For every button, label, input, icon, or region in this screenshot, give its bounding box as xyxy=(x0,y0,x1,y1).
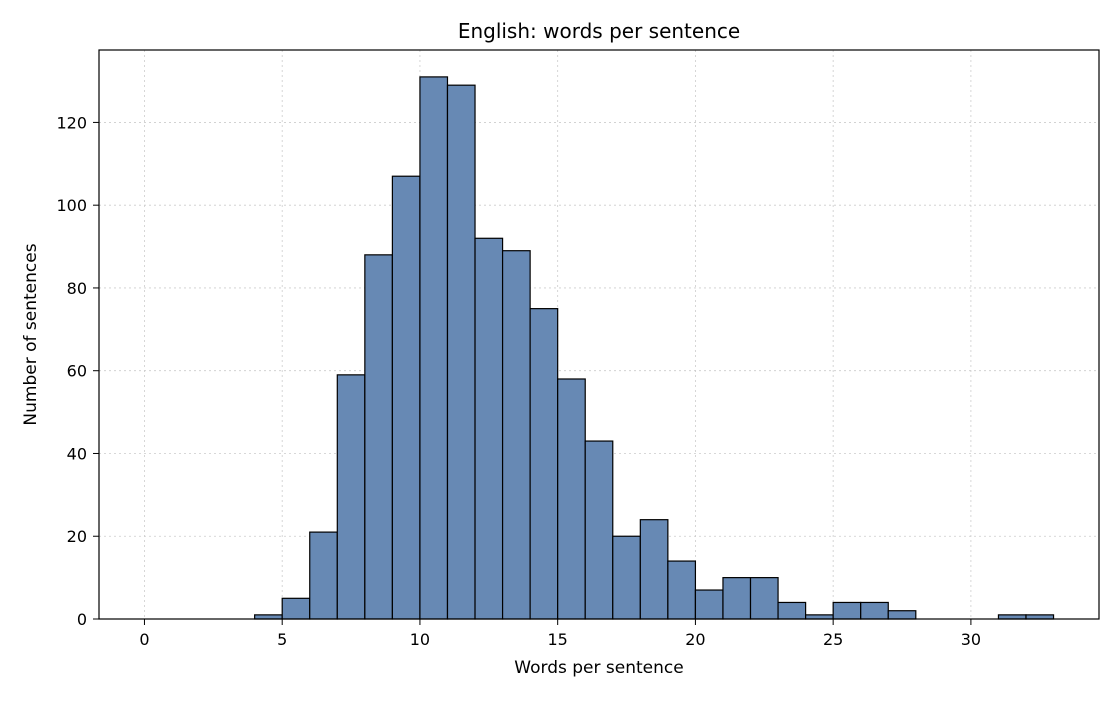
y-tick-label: 100 xyxy=(56,196,87,215)
histogram-bar xyxy=(419,76,449,620)
histogram-bar xyxy=(887,610,917,620)
histogram-bar xyxy=(694,589,724,620)
histogram-bar xyxy=(281,597,311,620)
x-tick-label: 5 xyxy=(277,630,287,649)
histogram-bar xyxy=(860,601,889,620)
y-tick-label: 60 xyxy=(67,362,87,381)
histogram-bar xyxy=(254,614,283,620)
y-tick-label: 0 xyxy=(77,610,87,629)
histogram-bar xyxy=(612,535,641,620)
histogram-bar xyxy=(501,250,531,620)
histogram-bar xyxy=(997,614,1027,620)
histogram-bar xyxy=(832,601,862,620)
histogram-bar xyxy=(777,601,807,620)
x-tick-label: 15 xyxy=(547,630,567,649)
y-tick-label: 40 xyxy=(67,444,87,463)
histogram-bar xyxy=(529,308,559,620)
chart-title: English: words per sentence xyxy=(458,19,740,43)
y-tick-label: 20 xyxy=(67,527,87,546)
histogram-bar xyxy=(446,84,476,620)
histogram-bar xyxy=(749,577,779,620)
y-axis-label: Number of sentences xyxy=(21,243,41,425)
x-tick-label: 0 xyxy=(139,630,149,649)
histogram-bar xyxy=(805,614,834,620)
histogram-bar xyxy=(474,237,504,620)
x-tick-label: 10 xyxy=(410,630,430,649)
y-axis-ticks: 0 20 40 60 80 100 120 xyxy=(56,113,99,629)
histogram-bar xyxy=(557,378,586,620)
y-tick-label: 120 xyxy=(56,113,87,132)
histogram-bar xyxy=(639,519,669,620)
histogram-bar xyxy=(309,531,338,620)
histogram-bar xyxy=(364,254,393,620)
histogram-bar xyxy=(722,577,752,620)
histogram-bar xyxy=(584,440,614,620)
x-axis-ticks: 0 5 10 15 20 25 30 xyxy=(139,619,981,649)
histogram-bars xyxy=(254,76,1055,620)
histogram-bar xyxy=(391,175,421,620)
x-axis-label: Words per sentence xyxy=(514,658,683,678)
histogram-bar xyxy=(667,560,697,620)
histogram-bar xyxy=(1025,614,1055,620)
histogram-bar xyxy=(336,374,366,620)
y-tick-label: 80 xyxy=(67,279,87,298)
x-tick-label: 25 xyxy=(823,630,843,649)
x-tick-label: 30 xyxy=(961,630,981,649)
x-tick-label: 20 xyxy=(685,630,705,649)
plot-area-frame xyxy=(98,49,1100,620)
